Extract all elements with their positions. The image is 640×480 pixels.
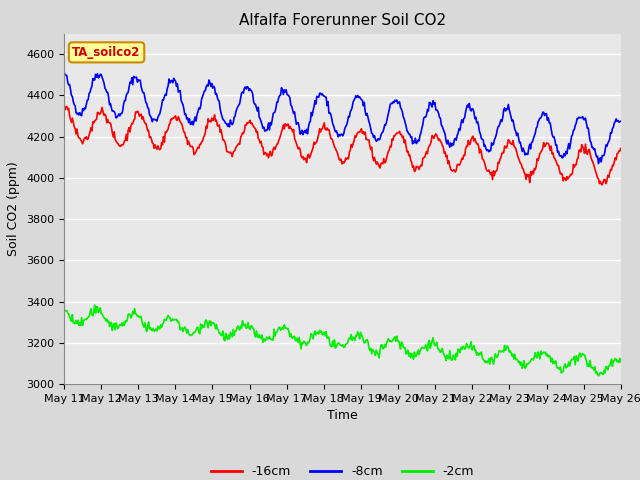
-8cm bbox=[312, 101, 320, 107]
Line: -8cm: -8cm bbox=[64, 72, 621, 164]
-16cm bbox=[159, 142, 166, 148]
Title: Alfalfa Forerunner Soil CO2: Alfalfa Forerunner Soil CO2 bbox=[239, 13, 446, 28]
-2cm bbox=[389, 336, 397, 342]
-2cm bbox=[159, 320, 167, 326]
-16cm bbox=[60, 103, 68, 109]
X-axis label: Time: Time bbox=[327, 409, 358, 422]
-16cm bbox=[617, 145, 625, 151]
-16cm bbox=[598, 182, 606, 188]
-8cm bbox=[388, 101, 396, 107]
-2cm bbox=[204, 325, 212, 331]
-8cm bbox=[595, 161, 602, 167]
-16cm bbox=[479, 156, 487, 162]
-2cm bbox=[617, 359, 625, 364]
-8cm bbox=[60, 69, 68, 74]
-8cm bbox=[159, 97, 166, 103]
-2cm bbox=[480, 358, 488, 363]
-16cm bbox=[204, 125, 211, 131]
Y-axis label: Soil CO2 (ppm): Soil CO2 (ppm) bbox=[8, 161, 20, 256]
-2cm bbox=[433, 339, 440, 345]
-2cm bbox=[60, 306, 68, 312]
Legend: -16cm, -8cm, -2cm: -16cm, -8cm, -2cm bbox=[205, 460, 479, 480]
-8cm bbox=[432, 107, 440, 113]
-16cm bbox=[388, 136, 396, 142]
-8cm bbox=[204, 82, 211, 88]
-16cm bbox=[312, 140, 320, 146]
-2cm bbox=[91, 302, 99, 308]
Line: -16cm: -16cm bbox=[64, 106, 621, 185]
Line: -2cm: -2cm bbox=[64, 305, 621, 376]
-8cm bbox=[617, 119, 625, 124]
-8cm bbox=[479, 137, 487, 143]
Text: TA_soilco2: TA_soilco2 bbox=[72, 46, 141, 59]
-2cm bbox=[595, 373, 602, 379]
-2cm bbox=[313, 330, 321, 336]
-16cm bbox=[432, 131, 440, 137]
